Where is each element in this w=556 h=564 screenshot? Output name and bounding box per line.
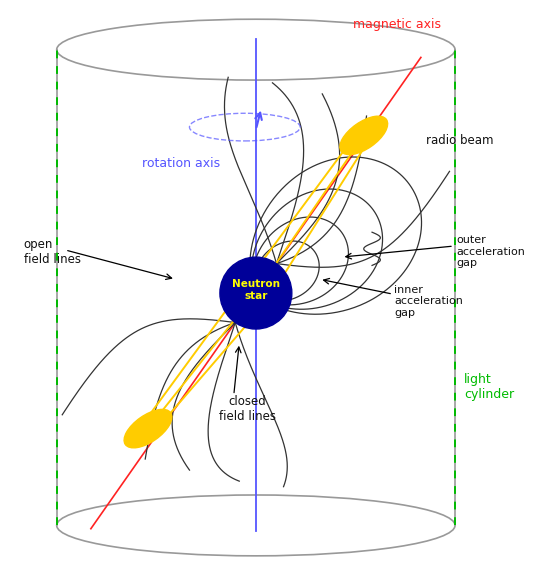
Text: magnetic axis: magnetic axis bbox=[353, 18, 441, 31]
Text: outer
acceleration
gap: outer acceleration gap bbox=[456, 235, 525, 268]
Text: radio beam: radio beam bbox=[426, 134, 494, 147]
Circle shape bbox=[220, 257, 292, 329]
Text: open
field lines: open field lines bbox=[23, 237, 81, 266]
Text: Neutron
star: Neutron star bbox=[232, 280, 280, 301]
Ellipse shape bbox=[124, 409, 172, 448]
Ellipse shape bbox=[340, 116, 388, 155]
Text: light
cylinder: light cylinder bbox=[464, 373, 514, 401]
Text: closed
field lines: closed field lines bbox=[219, 395, 276, 423]
Text: rotation axis: rotation axis bbox=[142, 157, 221, 170]
Text: inner
acceleration
gap: inner acceleration gap bbox=[394, 285, 463, 318]
